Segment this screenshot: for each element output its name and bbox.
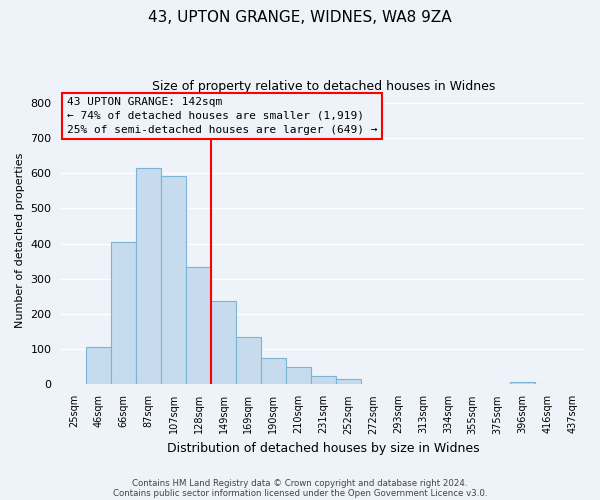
Bar: [111, 242, 136, 384]
Bar: [161, 176, 186, 384]
Bar: [510, 382, 535, 384]
Bar: [286, 367, 311, 384]
Text: 43 UPTON GRANGE: 142sqm
← 74% of detached houses are smaller (1,919)
25% of semi: 43 UPTON GRANGE: 142sqm ← 74% of detache…: [67, 97, 377, 135]
Y-axis label: Number of detached properties: Number of detached properties: [15, 152, 25, 328]
Bar: [211, 302, 236, 384]
X-axis label: Distribution of detached houses by size in Widnes: Distribution of detached houses by size …: [167, 442, 479, 455]
Bar: [136, 168, 161, 384]
Bar: [236, 336, 261, 384]
Text: Contains HM Land Registry data © Crown copyright and database right 2024.: Contains HM Land Registry data © Crown c…: [132, 478, 468, 488]
Bar: [335, 379, 361, 384]
Bar: [261, 358, 286, 384]
Bar: [186, 267, 211, 384]
Text: Contains public sector information licensed under the Open Government Licence v3: Contains public sector information licen…: [113, 488, 487, 498]
Title: Size of property relative to detached houses in Widnes: Size of property relative to detached ho…: [152, 80, 495, 93]
Text: 43, UPTON GRANGE, WIDNES, WA8 9ZA: 43, UPTON GRANGE, WIDNES, WA8 9ZA: [148, 10, 452, 25]
Bar: [311, 376, 335, 384]
Bar: [86, 347, 111, 385]
